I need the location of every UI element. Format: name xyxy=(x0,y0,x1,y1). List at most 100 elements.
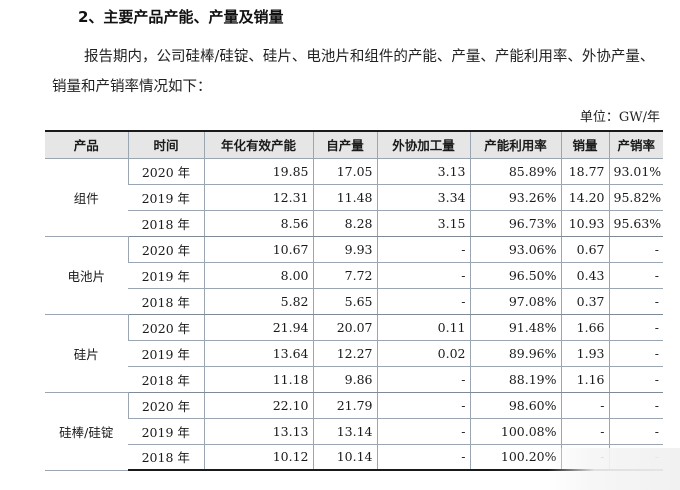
sales-cell: 14.20 xyxy=(560,184,609,211)
capacity-cell: 21.94 xyxy=(203,314,313,341)
sales-ratio-cell: - xyxy=(608,340,663,367)
period-cell: 2019 年 xyxy=(128,184,204,211)
self-output-cell: 20.07 xyxy=(312,314,377,341)
col-header-period: 时间 xyxy=(127,130,204,159)
outsourced-cell: 0.02 xyxy=(376,340,470,367)
product-cell: 电池片 xyxy=(45,236,128,315)
sales-ratio-cell: - xyxy=(608,366,663,393)
utilization-cell: 97.08% xyxy=(469,288,561,315)
period-cell: 2020 年 xyxy=(127,314,204,341)
sales-cell: 0.67 xyxy=(560,236,609,263)
capacity-cell: 10.12 xyxy=(203,444,313,471)
col-header-outsourced: 外协加工量 xyxy=(376,130,470,159)
self-output-cell: 8.28 xyxy=(312,210,377,237)
col-header-self-output: 自产量 xyxy=(312,130,377,159)
sales-ratio-cell: 95.82% xyxy=(608,184,663,211)
sales-ratio-cell: - xyxy=(608,262,663,289)
sales-ratio-cell: - xyxy=(608,392,663,419)
self-output-cell: 12.27 xyxy=(312,340,377,367)
sales-ratio-cell: - xyxy=(608,418,663,445)
utilization-cell: 93.06% xyxy=(469,236,561,263)
sales-cell: 18.77 xyxy=(560,158,609,185)
outsourced-cell: - xyxy=(376,288,470,315)
sales-ratio-cell: 93.01% xyxy=(608,158,663,185)
self-output-cell: 9.86 xyxy=(312,366,377,393)
sales-cell: 1.16 xyxy=(560,366,609,393)
product-cell: 硅棒/硅锭 xyxy=(45,392,128,471)
utilization-cell: 96.50% xyxy=(469,262,561,289)
table-row: 2019 年 13.64 12.27 0.02 89.96% 1.93- xyxy=(45,340,663,367)
table-row: 2018 年 8.56 8.28 3.15 96.73% 10.93 95.63% xyxy=(45,210,663,237)
capacity-cell: 22.10 xyxy=(203,392,313,419)
outsourced-cell: 3.13 xyxy=(376,158,470,185)
outsourced-cell: 0.11 xyxy=(376,314,470,341)
utilization-cell: 89.96% xyxy=(469,340,561,367)
sales-cell: 1.66 xyxy=(560,314,609,341)
self-output-cell: 5.65 xyxy=(312,288,377,315)
period-cell: 2019 年 xyxy=(128,418,204,445)
outsourced-cell: - xyxy=(376,366,470,393)
col-header-annual-capacity: 年化有效产能 xyxy=(203,130,313,159)
self-output-cell: 7.72 xyxy=(312,262,377,289)
period-cell: 2019 年 xyxy=(128,262,204,289)
capacity-cell: 19.85 xyxy=(203,158,313,185)
col-header-sales: 销量 xyxy=(560,130,609,159)
sales-ratio-cell: - xyxy=(608,314,663,341)
sales-ratio-cell: - xyxy=(608,236,663,263)
capacity-cell: 13.64 xyxy=(203,340,313,367)
outsourced-cell: - xyxy=(376,236,470,263)
outsourced-cell: - xyxy=(376,262,470,289)
table-header-row: 产品 时间 年化有效产能 自产量 外协加工量 产能利用率 销量 产销率 xyxy=(45,130,663,159)
period-cell: 2020 年 xyxy=(127,158,204,185)
utilization-cell: 96.73% xyxy=(469,210,561,237)
utilization-cell: 91.48% xyxy=(469,314,561,341)
capacity-cell: 13.13 xyxy=(203,418,313,445)
col-header-utilization: 产能利用率 xyxy=(469,130,561,159)
col-header-sales-ratio: 产销率 xyxy=(608,130,663,159)
table-row: 2018 年 5.82 5.65-97.08% 0.37- xyxy=(45,288,663,315)
utilization-cell: 98.60% xyxy=(469,392,561,419)
utilization-cell: 100.08% xyxy=(469,418,561,445)
period-cell: 2018 年 xyxy=(128,444,204,471)
product-cell: 硅片 xyxy=(45,314,128,393)
table-row: 2019 年 13.13 13.14-100.08% - - xyxy=(45,418,663,445)
utilization-cell: 93.26% xyxy=(469,184,561,211)
period-cell: 2018 年 xyxy=(128,288,204,315)
self-output-cell: 9.93 xyxy=(312,236,377,263)
period-cell: 2020 年 xyxy=(127,392,204,419)
unit-label: 单位：GW/年 xyxy=(579,110,660,125)
self-output-cell: 21.79 xyxy=(312,392,377,419)
outsourced-cell: - xyxy=(376,418,470,445)
sales-cell: 10.93 xyxy=(560,210,609,237)
self-output-cell: 13.14 xyxy=(312,418,377,445)
period-cell: 2020 年 xyxy=(127,236,204,263)
utilization-cell: 88.19% xyxy=(469,366,561,393)
outsourced-cell: - xyxy=(376,444,470,471)
capacity-cell: 8.56 xyxy=(203,210,313,237)
table-row: 硅棒/硅锭 2020 年 22.10 21.79-98.60% - - xyxy=(45,392,663,471)
utilization-cell: 100.20% xyxy=(469,444,561,471)
watermark-overlay xyxy=(548,448,680,490)
outsourced-cell: 3.34 xyxy=(376,184,470,211)
table-row: 2018 年 11.18 9.86-88.19% 1.16- xyxy=(45,366,663,393)
self-output-cell: 10.14 xyxy=(312,444,377,471)
table-row: 2019 年 12.31 11.48 3.34 93.26% 14.20 95.82% xyxy=(45,184,663,211)
sales-ratio-cell: - xyxy=(608,288,663,315)
outsourced-cell: - xyxy=(376,392,470,419)
period-cell: 2019 年 xyxy=(128,340,204,367)
col-header-product: 产品 xyxy=(45,130,128,159)
self-output-cell: 11.48 xyxy=(312,184,377,211)
period-cell: 2018 年 xyxy=(128,366,204,393)
period-cell: 2018 年 xyxy=(128,210,204,237)
capacity-cell: 12.31 xyxy=(203,184,313,211)
product-cell: 组件 xyxy=(45,158,128,237)
sales-cell: 0.43 xyxy=(560,262,609,289)
table-body: 组件 2020 年 19.85 17.05 3.13 85.89% 18.77 93.01% 2… xyxy=(45,158,663,471)
sales-cell: - xyxy=(560,418,609,445)
table-row: 组件 2020 年 19.85 17.05 3.13 85.89% 18.77 93.01% xyxy=(45,158,663,237)
table-row: 硅片 2020 年 21.94 20.07 0.11 91.48% 1.66- xyxy=(45,314,663,393)
sales-cell: 1.93 xyxy=(560,340,609,367)
section-heading: 2、主要产品产能、产量及销量 xyxy=(78,8,284,26)
capacity-cell: 11.18 xyxy=(203,366,313,393)
